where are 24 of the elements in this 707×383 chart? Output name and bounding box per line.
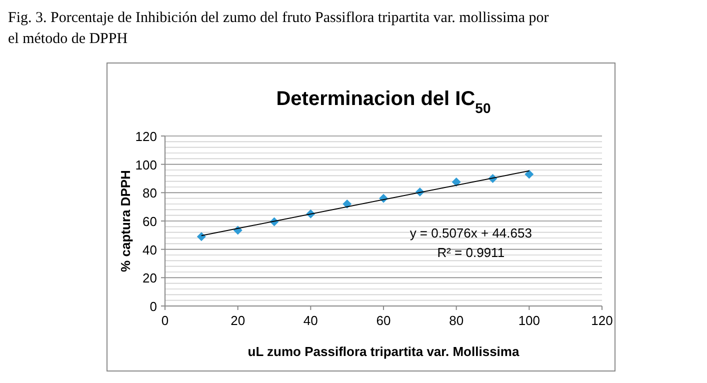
point [452, 178, 461, 187]
annotation: y = 0.5076x + 44.653 [410, 225, 532, 240]
x-axis-title: uL zumo Passiflora tripartita var. Mollissima [248, 344, 520, 359]
x-tick-label: 100 [518, 313, 540, 328]
x-tick-label: 40 [303, 313, 318, 328]
x-tick-label: 60 [376, 313, 391, 328]
point [196, 232, 206, 242]
y-tick-label: 60 [142, 214, 157, 229]
chart-title: Determinacion del IC$_{50}$ [276, 88, 491, 116]
y-tick-label: 80 [142, 186, 157, 201]
y-tick-label: 120 [135, 129, 157, 144]
annotation: R² = 0.9911 [437, 245, 505, 260]
x-tick-label: 80 [449, 313, 464, 328]
y-tick-label: 0 [150, 299, 157, 314]
y-tick-label: 20 [142, 270, 157, 286]
y-tick-label: 40 [142, 242, 157, 258]
point [524, 170, 534, 179]
y-axis-title: % captura DPPH [118, 170, 133, 272]
x-tick-label: 20 [230, 313, 246, 328]
x-tick-label: 120 [591, 313, 613, 328]
caption: Fig. 3. Porcentaje de Inhibición del zumo del fruto Passiflora tripartita var. mollissima por el método de DPPH [8, 10, 549, 47]
point [342, 200, 352, 208]
y-tick-label: 100 [135, 157, 157, 172]
x-tick-label: 0 [161, 313, 169, 328]
